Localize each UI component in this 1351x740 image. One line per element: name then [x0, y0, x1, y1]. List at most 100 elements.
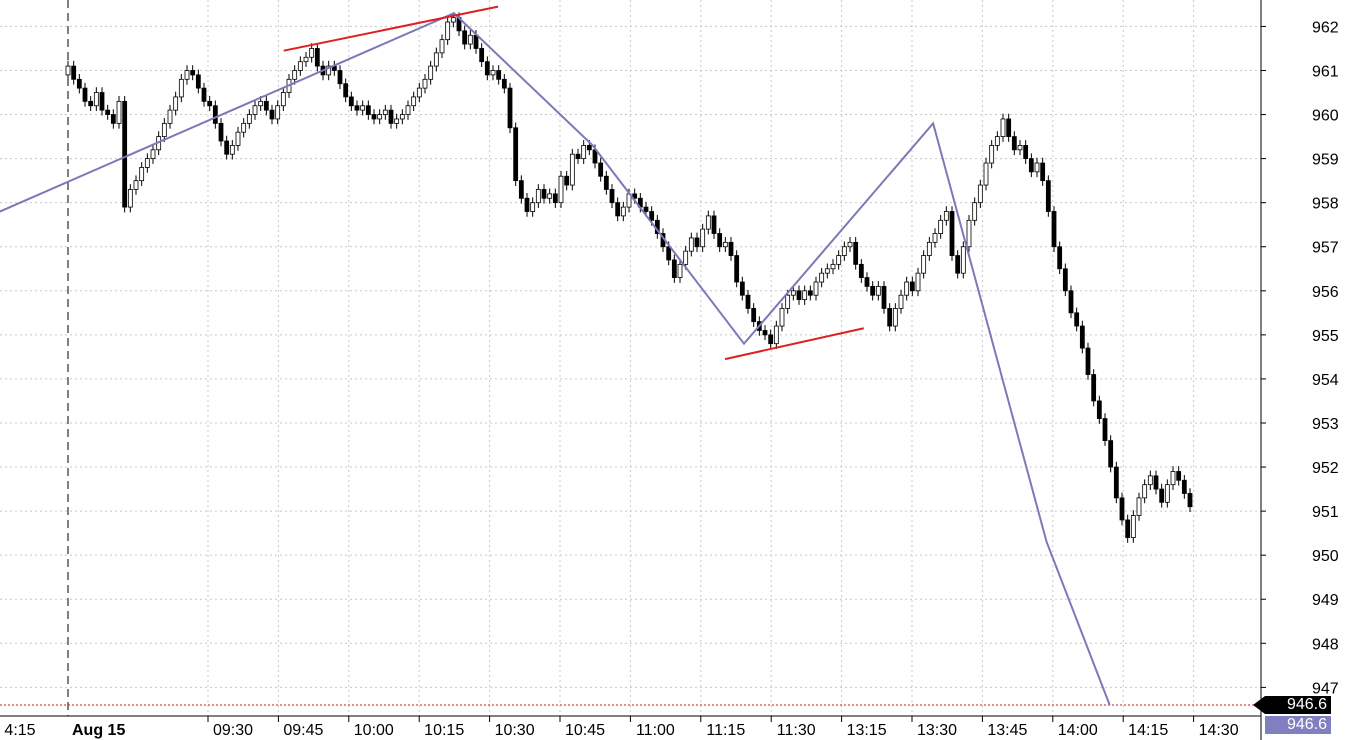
- y-tick-label: 955: [1312, 328, 1339, 345]
- candle-body: [388, 109, 394, 124]
- candle-body: [558, 175, 564, 204]
- candle-body: [167, 109, 173, 124]
- trend-line: [724, 327, 865, 361]
- candle-body: [139, 167, 145, 182]
- candle-body: [972, 202, 978, 221]
- candle-body: [1000, 118, 1006, 137]
- candle-body: [955, 255, 961, 274]
- x-tick-label: 4:15: [4, 722, 35, 739]
- candle-body: [1062, 268, 1068, 292]
- candle-body: [326, 65, 332, 76]
- candle-body: [632, 193, 638, 199]
- candle-body: [195, 74, 201, 89]
- candle-body: [377, 114, 383, 120]
- candle-body: [116, 100, 122, 124]
- candle-body: [439, 39, 445, 54]
- candle-body: [1125, 519, 1131, 538]
- candle-body: [609, 189, 615, 204]
- candle-body: [178, 78, 184, 98]
- candle-body: [541, 189, 547, 199]
- x-tick-label: 11:30: [777, 722, 816, 739]
- y-axis-labels: 962 961 960 959 958 957 956 955 954 953 952 951 950 9…: [1261, 19, 1339, 697]
- candle-body: [853, 241, 859, 265]
- candle-body: [1011, 136, 1017, 151]
- trend-line: [283, 5, 499, 52]
- y-tick-label: 952: [1312, 460, 1339, 477]
- candle-body: [314, 48, 320, 67]
- y-tick-label: 961: [1312, 63, 1339, 80]
- candle-body: [569, 153, 575, 186]
- candle-body: [354, 105, 360, 111]
- candle-body: [518, 180, 524, 199]
- candle-body: [416, 87, 422, 98]
- candle-body: [841, 246, 847, 256]
- candle-body: [796, 290, 802, 301]
- candle-body: [263, 100, 269, 111]
- candle-body: [496, 70, 502, 80]
- trend-lines: [283, 5, 865, 361]
- candle-body: [382, 109, 388, 115]
- candle-body: [1034, 162, 1040, 173]
- x-tick-label: 09:30: [213, 722, 253, 739]
- candle-body: [303, 56, 309, 63]
- candle-body: [921, 255, 927, 274]
- candle-body: [575, 153, 581, 160]
- candle-body: [1153, 475, 1159, 490]
- candle-body: [909, 281, 915, 292]
- candle-body: [399, 114, 405, 120]
- candle-body: [133, 180, 139, 190]
- candle-body: [864, 277, 870, 287]
- candle-body: [620, 206, 626, 217]
- candle-body: [870, 285, 876, 296]
- candle-body: [88, 100, 94, 107]
- candle-body: [892, 308, 898, 327]
- candle-body: [76, 78, 82, 89]
- candle-body: [309, 48, 315, 58]
- candle-body: [450, 17, 456, 23]
- candle-body: [484, 61, 490, 76]
- candle-body: [762, 330, 768, 336]
- y-tick-label: 950: [1312, 548, 1339, 565]
- candle-body: [926, 241, 932, 256]
- candle-body: [269, 109, 275, 120]
- candle-body: [802, 290, 808, 301]
- candle-body: [598, 162, 604, 177]
- candle-body: [1096, 400, 1102, 419]
- y-tick-label: 951: [1312, 504, 1339, 521]
- candle-body: [728, 241, 734, 256]
- candle-body: [949, 211, 955, 256]
- candle-body: [411, 96, 417, 107]
- candle-body: [1040, 162, 1046, 182]
- candle-body: [513, 127, 519, 182]
- y-tick-label: 956: [1312, 284, 1339, 301]
- candle-body: [224, 140, 230, 155]
- candle-body: [875, 285, 881, 296]
- candle-body: [649, 211, 655, 221]
- candle-body: [1147, 475, 1153, 486]
- candle-body: [773, 325, 779, 345]
- candle-body: [1051, 211, 1057, 248]
- y-tick-label: 948: [1312, 636, 1339, 653]
- candle-body: [235, 131, 241, 146]
- candle-body: [428, 65, 434, 80]
- candle-body: [1079, 325, 1085, 349]
- candle-body: [122, 100, 128, 208]
- x-tick-label: 14:15: [1128, 722, 1168, 739]
- candle-body: [524, 197, 530, 212]
- candle-body: [201, 87, 207, 102]
- projected-price-badge: 946.6: [1265, 716, 1331, 734]
- candle-body: [473, 34, 479, 49]
- candle-body: [717, 233, 723, 248]
- candle-body: [824, 268, 830, 274]
- candle-body: [467, 34, 473, 45]
- candle-body: [462, 30, 468, 45]
- candle-body: [530, 202, 536, 212]
- candle-body: [150, 149, 156, 160]
- candle-body: [711, 215, 717, 234]
- candle-body: [501, 78, 507, 89]
- candle-body: [82, 87, 88, 102]
- candle-body: [688, 237, 694, 252]
- candle-body: [161, 122, 167, 137]
- candle-body: [847, 241, 853, 248]
- candle-body: [581, 145, 587, 160]
